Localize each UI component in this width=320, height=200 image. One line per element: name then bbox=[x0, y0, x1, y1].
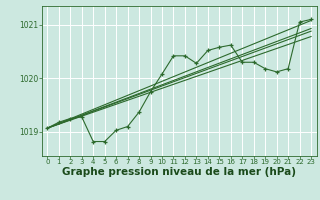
X-axis label: Graphe pression niveau de la mer (hPa): Graphe pression niveau de la mer (hPa) bbox=[62, 167, 296, 177]
